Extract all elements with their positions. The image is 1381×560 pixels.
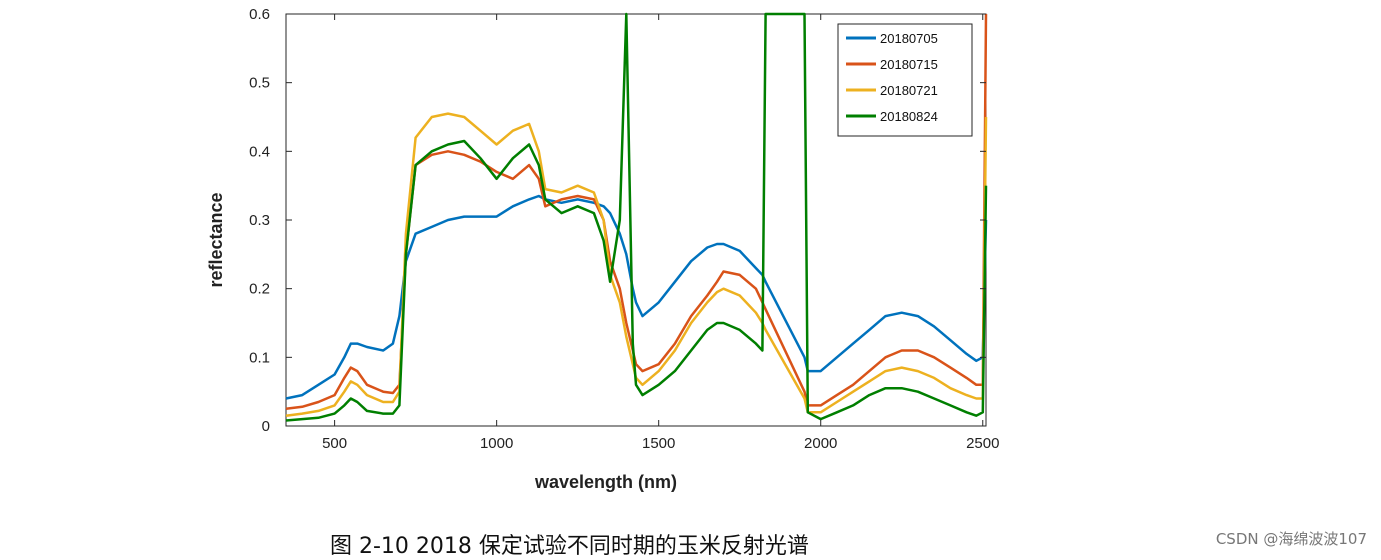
y-tick-label: 0.3 [249, 212, 270, 229]
x-tick-label: 2000 [804, 435, 837, 452]
series-layer [285, 12, 988, 422]
x-axis-label: wavelength (nm) [534, 472, 677, 492]
series-line-20180705 [285, 194, 988, 400]
series-line-20180715 [285, 13, 988, 411]
x-tick-label: 1000 [480, 435, 513, 452]
x-tick-label: 1500 [642, 435, 675, 452]
x-tick-label: 500 [322, 435, 347, 452]
figure-caption: 图 2-10 2018 保定试验不同时期的玉米反射光谱 [330, 534, 809, 559]
y-tick-label: 0.1 [249, 349, 270, 366]
y-tick-label: 0.2 [249, 281, 270, 298]
y-tick-label: 0.5 [249, 75, 270, 92]
x-tick-label: 2500 [966, 435, 999, 452]
y-tick-label: 0.4 [249, 143, 270, 160]
y-tick-label: 0.6 [249, 6, 270, 23]
legend: 20180705 20180715 20180721 20180824 [837, 23, 973, 137]
legend-label: 20180721 [880, 83, 938, 98]
legend-label: 20180824 [880, 109, 938, 124]
legend-label: 20180715 [880, 57, 938, 72]
source-credit: CSDN @海绵波波107 [1215, 530, 1367, 548]
series-line-20180721 [285, 112, 988, 417]
legend-label: 20180705 [880, 31, 938, 46]
y-tick-label: 0 [262, 418, 270, 435]
axis-layer: 500 1000 1500 2000 2500 0 0.1 0.2 0.3 0.4 0.5 0.6 [249, 6, 999, 452]
y-axis-label: reflectance [206, 192, 226, 287]
series-line-20180824 [285, 12, 988, 422]
